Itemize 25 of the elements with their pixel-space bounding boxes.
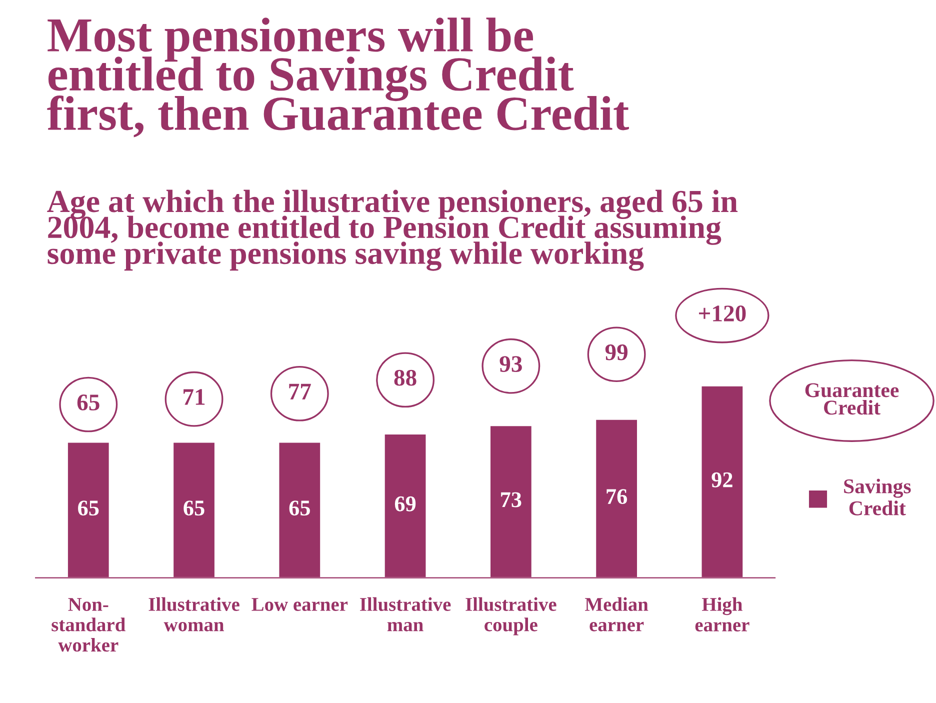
data-label: 92: [712, 472, 732, 488]
x-tick-label: Non- standard worker: [52, 598, 126, 652]
chart-subtitle: Age at which the illustrative pensioners, aged 65 in 2004, become entitled to Pension Credit assuming some private pensions saving while working: [47, 190, 738, 271]
x-tick-label: High earner: [695, 597, 750, 632]
x-tick-label: Illustrative woman: [148, 597, 240, 632]
data-label: 69: [394, 496, 416, 512]
chart-title: Most pensioners will be entitled to Savings Credit first, then Guarantee Credit: [47, 18, 629, 138]
annotation: 71: [184, 389, 205, 405]
legend-label: Savings Credit: [844, 478, 911, 516]
data-label: 76: [606, 489, 628, 504]
annotation: 88: [394, 370, 416, 386]
data-label: 65: [184, 500, 204, 516]
annotation: 65: [77, 394, 100, 410]
x-tick-label: Illustrative man: [360, 597, 451, 632]
text: 93: [500, 356, 522, 372]
x-tick-label: Low earner: [252, 598, 348, 611]
text: Guarantee Credit: [805, 383, 899, 415]
data-label: 65: [289, 500, 310, 516]
annotation: 77: [289, 384, 311, 400]
text: +120: [699, 306, 746, 322]
x-tick-label: Illustrative couple: [466, 597, 556, 636]
data-label: 73: [501, 492, 522, 508]
text: 99: [605, 344, 628, 360]
data-label: 65: [78, 500, 99, 516]
x-tick-label: Median earner: [585, 597, 648, 632]
